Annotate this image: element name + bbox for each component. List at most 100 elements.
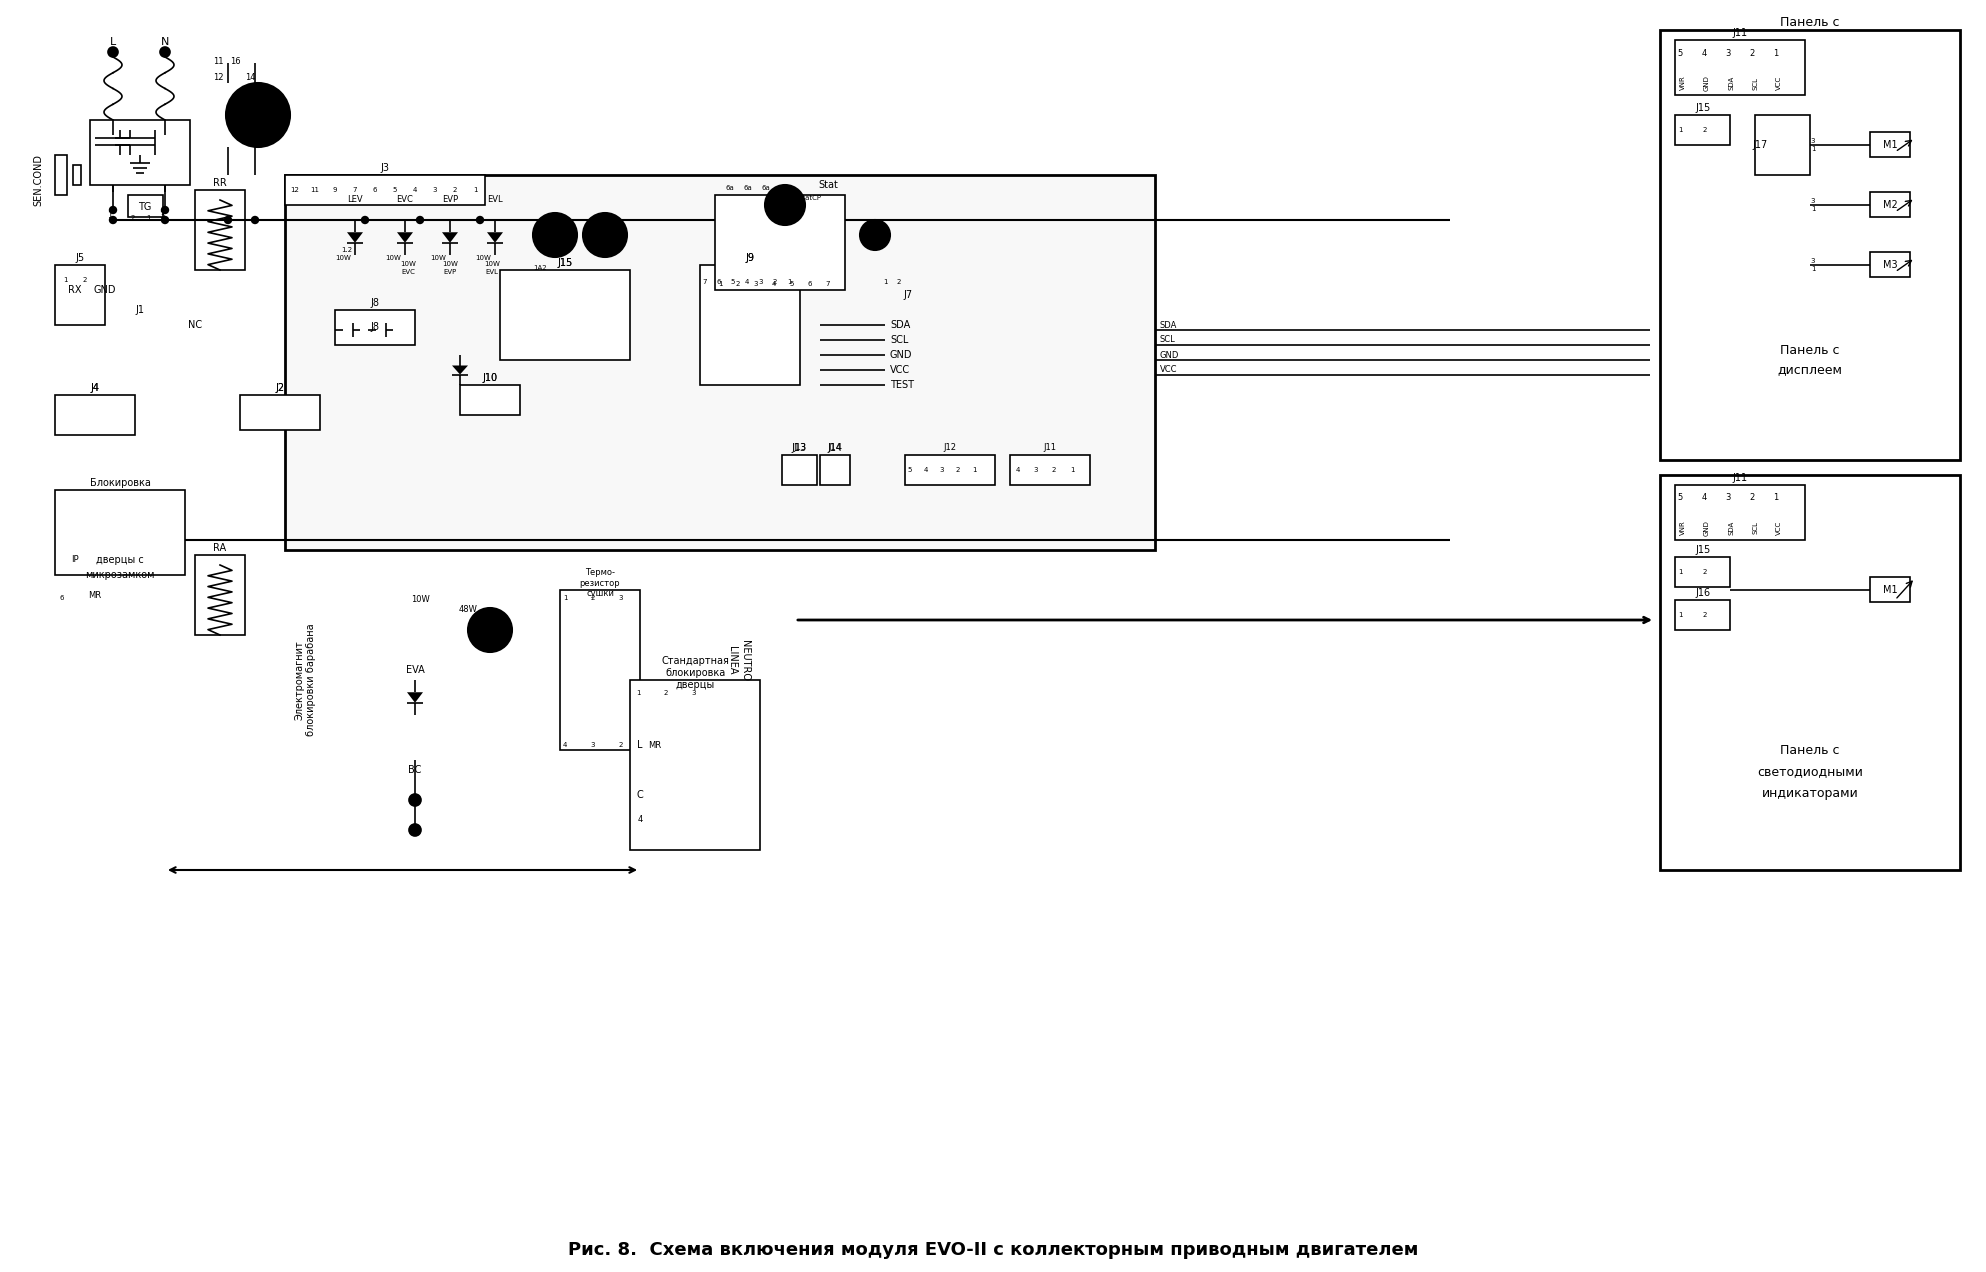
Text: EVP: EVP <box>443 196 459 205</box>
Bar <box>1871 577 1911 602</box>
Text: 16: 16 <box>230 57 240 66</box>
Text: 12: 12 <box>213 74 222 83</box>
Bar <box>1011 455 1090 485</box>
Text: MV: MV <box>481 625 498 635</box>
Text: 1: 1 <box>473 187 477 193</box>
Text: J4: J4 <box>91 383 99 393</box>
Text: 2: 2 <box>773 279 777 285</box>
Bar <box>500 270 630 360</box>
Text: 6a: 6a <box>780 184 788 191</box>
Text: J10: J10 <box>483 373 498 383</box>
Text: 1: 1 <box>1678 569 1682 575</box>
Text: J2: J2 <box>276 383 284 393</box>
Text: J15: J15 <box>558 258 572 268</box>
Text: J16: J16 <box>1696 588 1710 598</box>
Text: 3: 3 <box>1811 198 1815 204</box>
Text: 1: 1 <box>64 277 68 282</box>
Text: дисплеем: дисплеем <box>1777 364 1843 377</box>
Text: 5: 5 <box>1678 48 1682 57</box>
Text: Панель с: Панель с <box>1779 343 1839 356</box>
Text: M1: M1 <box>1883 140 1897 150</box>
Text: 11: 11 <box>213 57 222 66</box>
Text: J9: J9 <box>745 253 755 263</box>
Text: 1: 1 <box>1070 467 1074 473</box>
Text: GND: GND <box>890 350 912 360</box>
Text: VCC: VCC <box>1775 76 1781 90</box>
Text: 1: 1 <box>882 279 888 285</box>
Text: 2: 2 <box>1750 48 1754 57</box>
Text: 3: 3 <box>590 742 596 748</box>
Text: J14: J14 <box>828 443 842 453</box>
Text: SDA: SDA <box>1728 520 1734 536</box>
Bar <box>195 190 244 270</box>
Text: SCL: SCL <box>1752 522 1758 534</box>
Text: микрозамком: микрозамком <box>85 570 155 580</box>
Text: 5: 5 <box>1678 494 1682 502</box>
Text: 1: 1 <box>1773 494 1779 502</box>
Text: 5: 5 <box>731 279 735 285</box>
Text: TG: TG <box>139 202 151 212</box>
Text: Панель с: Панель с <box>1779 15 1839 28</box>
Text: L: L <box>109 37 115 47</box>
Text: J13: J13 <box>792 443 806 453</box>
Text: J11: J11 <box>1043 444 1057 453</box>
Circle shape <box>109 206 117 214</box>
Text: J15: J15 <box>1696 544 1710 555</box>
Text: 4: 4 <box>1702 48 1706 57</box>
Text: 1: 1 <box>1773 48 1779 57</box>
Text: 5: 5 <box>790 281 794 287</box>
Text: J4: J4 <box>91 383 99 393</box>
Circle shape <box>469 608 512 653</box>
Bar <box>782 455 816 485</box>
Text: 2: 2 <box>590 595 596 600</box>
Text: VCC: VCC <box>1775 520 1781 536</box>
Text: P1: P1 <box>252 102 264 112</box>
Bar <box>1871 132 1911 156</box>
Text: J13: J13 <box>794 444 806 453</box>
Text: VNR: VNR <box>1680 520 1686 536</box>
Text: 1A2: 1A2 <box>532 265 546 271</box>
Text: PS: PS <box>548 230 562 240</box>
Text: 4: 4 <box>413 187 417 193</box>
Text: J2: J2 <box>276 383 284 393</box>
Text: TEST: TEST <box>890 380 914 391</box>
Text: J11: J11 <box>1732 473 1748 483</box>
Text: M2: M2 <box>1883 200 1897 210</box>
Text: 1: 1 <box>1678 127 1682 134</box>
Text: 3: 3 <box>433 187 437 193</box>
Circle shape <box>226 83 290 148</box>
Text: 3: 3 <box>1726 48 1730 57</box>
Text: J8: J8 <box>371 322 379 332</box>
Text: 1: 1 <box>562 595 568 600</box>
Text: Стандартная
блокировка
дверцы: Стандартная блокировка дверцы <box>661 656 729 689</box>
Circle shape <box>224 216 232 224</box>
Polygon shape <box>375 323 385 337</box>
Bar <box>1674 485 1805 541</box>
Text: EVL: EVL <box>487 196 502 205</box>
Text: NEUTRO: NEUTRO <box>741 640 751 681</box>
Polygon shape <box>407 692 423 702</box>
Bar <box>56 396 135 435</box>
Text: 11: 11 <box>310 187 320 193</box>
Bar <box>56 490 185 575</box>
Text: 7: 7 <box>826 281 830 287</box>
Text: 4: 4 <box>1702 494 1706 502</box>
Text: J8: J8 <box>371 298 379 308</box>
Text: 2: 2 <box>1750 494 1754 502</box>
Bar <box>1674 114 1730 145</box>
Text: 2: 2 <box>1702 612 1708 618</box>
Text: 14: 14 <box>244 74 256 83</box>
Text: 1: 1 <box>1678 612 1682 618</box>
Bar <box>336 310 415 345</box>
Text: Stat: Stat <box>818 181 838 190</box>
Text: 10W: 10W <box>336 254 352 261</box>
Text: 4: 4 <box>638 815 643 824</box>
Text: 2: 2 <box>1053 467 1057 473</box>
Bar <box>560 590 639 750</box>
Text: SDA: SDA <box>890 321 910 329</box>
Text: дверцы с: дверцы с <box>95 555 143 565</box>
Text: 6a: 6a <box>761 184 771 191</box>
Text: 2: 2 <box>131 215 135 221</box>
Text: 1: 1 <box>717 281 723 287</box>
Text: 2: 2 <box>620 742 624 748</box>
